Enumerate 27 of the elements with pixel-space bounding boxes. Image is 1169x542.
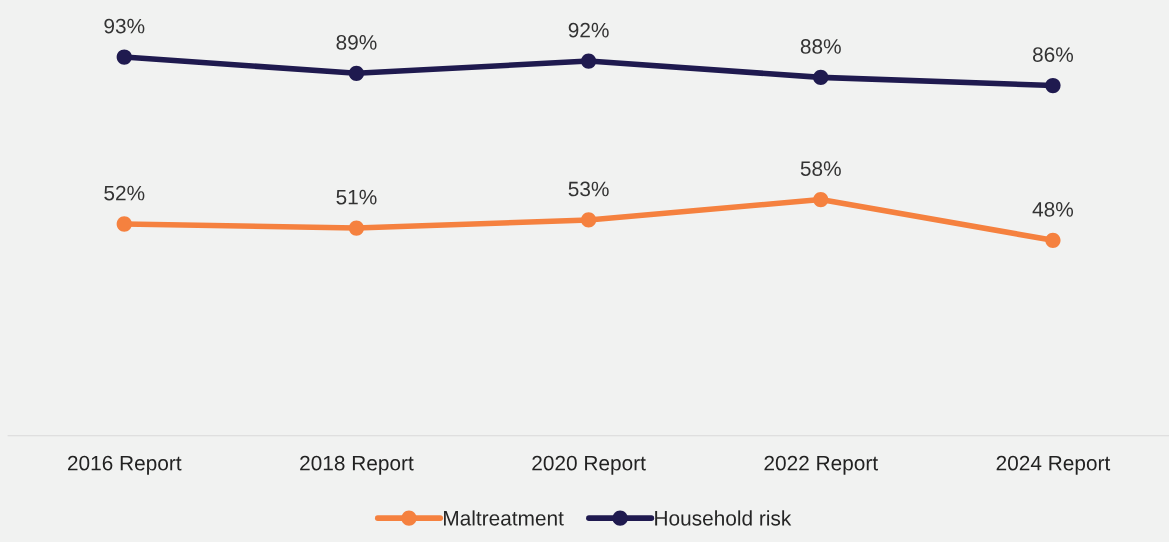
data-label: 93% [104, 18, 145, 34]
data-label: 86% [1032, 47, 1074, 62]
point [348, 65, 365, 81]
data-label: 48% [1032, 201, 1074, 217]
legend-label: Household risk [655, 510, 792, 526]
data-label: 92% [568, 22, 609, 38]
point [813, 69, 829, 86]
point [580, 53, 597, 69]
point [348, 220, 365, 236]
point [116, 216, 132, 232]
data-label: 53% [568, 181, 609, 197]
point [1045, 77, 1061, 94]
point [813, 191, 829, 208]
data-label: 51% [336, 189, 377, 205]
point [580, 212, 597, 228]
x-tick-label: 2022 Report [764, 455, 878, 475]
x-tick-label: 2016 Report [67, 455, 182, 475]
legend-label: Maltreatment [444, 510, 564, 526]
x-tick-label: 2018 Report [300, 455, 414, 475]
data-label: 58% [800, 161, 841, 176]
point [116, 49, 132, 65]
x-tick-label: 2020 Report [532, 455, 646, 475]
x-tick-label: 2024 Report [996, 455, 1111, 475]
data-label: 89% [336, 34, 377, 50]
data-label: 88% [800, 39, 841, 54]
point [1045, 232, 1061, 248]
data-label: 52% [104, 185, 145, 201]
